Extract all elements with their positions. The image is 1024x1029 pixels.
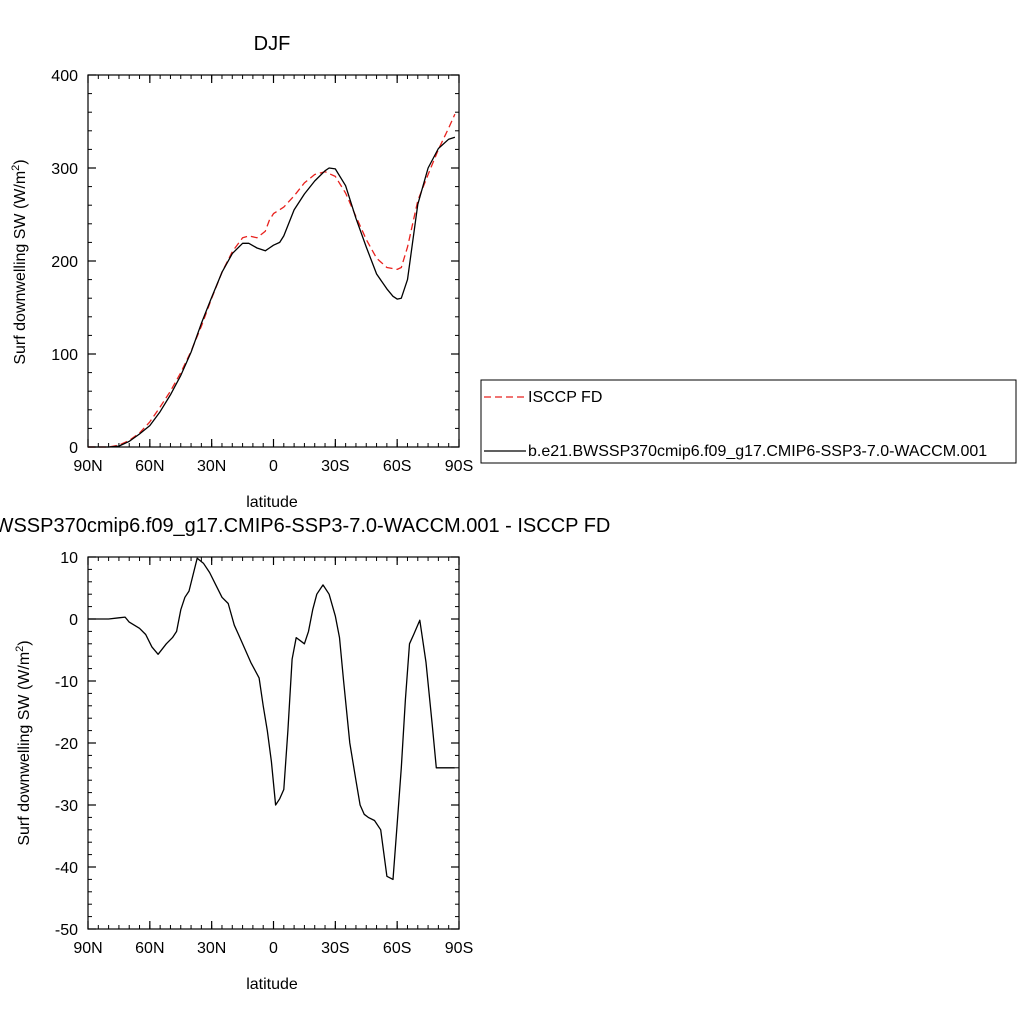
series-line-isccp-fd [88,113,456,448]
legend-label-model: b.e21.BWSSP370cmip6.f09_g17.CMIP6-SSP3-7… [528,443,987,460]
x-tick-label: 90S [445,940,473,957]
top-panel-title: DJF [254,33,291,55]
x-tick-label: 30N [197,458,226,475]
series-line-difference [88,557,455,881]
x-tick-label: 0 [269,458,278,475]
bottom-y-axis-label-main: Surf downwelling SW (W/m [16,652,33,846]
x-tick-label: 0 [269,940,278,957]
x-tick-label: 60N [135,940,164,957]
x-tick-label: 30S [321,458,349,475]
y-tick-label: -30 [55,798,78,815]
top-y-axis-label-sup: 2 [10,165,22,171]
panel-0: 90N 60N 30N 0 30S 60S 90S 0 100 200 300 400 [51,68,473,475]
x-tick-label: 30S [321,940,349,957]
y-tick-label: 200 [51,254,78,271]
y-tick-label: 0 [69,612,78,629]
x-tick-label: 90N [73,940,102,957]
x-tick-label: 30N [197,940,226,957]
legend-label-isccp-fd: ISCCP FD [528,389,602,406]
y-tick-label: 100 [51,347,78,364]
y-tick-label: -10 [55,674,78,691]
top-y-axis-label-close: ) [12,159,29,164]
y-tick-label: -20 [55,736,78,753]
y-tick-label: -40 [55,860,78,877]
top-x-axis-label: latitude [246,494,298,511]
series-line-model [88,136,456,448]
x-tick-label: 60S [383,458,411,475]
legend: ISCCP FD b.e21.BWSSP370cmip6.f09_g17.CMI… [480,379,1017,464]
y-tick-label: 400 [51,68,78,85]
y-tick-label: 10 [60,550,78,567]
bottom-y-axis-label-close: ) [16,640,33,645]
x-tick-label: 90N [73,458,102,475]
y-tick-label: 300 [51,161,78,178]
top-y-axis-label: Surf downwelling SW (W/m2) [10,159,29,364]
bottom-y-axis-label: Surf downwelling SW (W/m2) [14,640,33,845]
y-tick-label: 0 [69,440,78,457]
panel-1: 90N 60N 30N 0 30S 60S 90S -50 -40 -30 -20 -10 0 10 [55,550,473,957]
x-tick-label: 60N [135,458,164,475]
top-y-axis-label-main: Surf downwelling SW (W/m [12,171,29,365]
legend-box [480,379,1017,464]
x-tick-label: 90S [445,458,473,475]
bottom-x-axis-label: latitude [246,976,298,993]
y-tick-label: -50 [55,922,78,939]
bottom-y-axis-label-sup: 2 [14,646,26,652]
x-tick-label: 60S [383,940,411,957]
bottom-panel-title: b.e21.BWSSP370cmip6.f09_g17.CMIP6-SSP3-7… [0,515,610,537]
